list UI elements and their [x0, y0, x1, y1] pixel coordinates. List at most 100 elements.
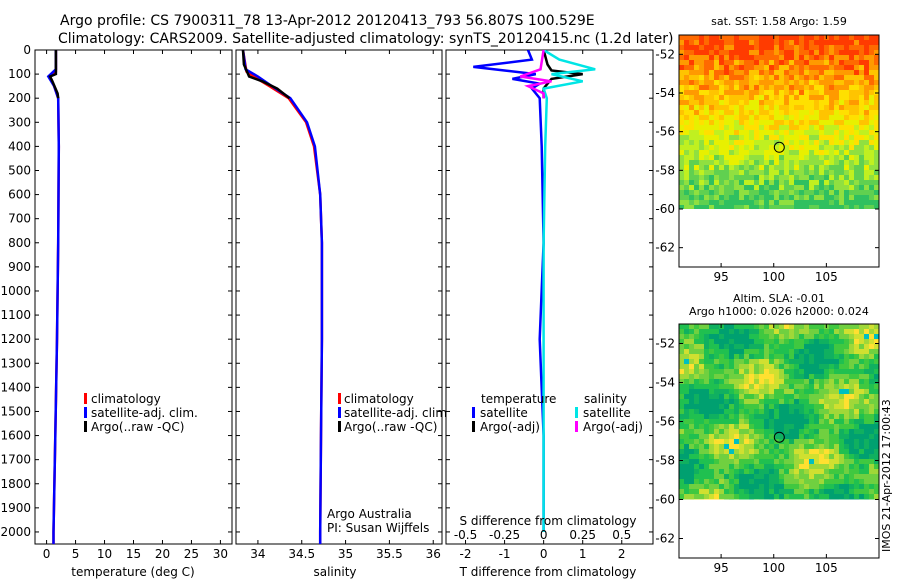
heatmap-cell — [869, 374, 874, 379]
heatmap-cell — [684, 404, 689, 409]
heatmap-cell — [844, 80, 849, 85]
heatmap-cell — [814, 40, 819, 45]
heatmap-cell — [709, 479, 714, 484]
heatmap-cell — [679, 50, 684, 55]
heatmap-cell — [714, 344, 719, 349]
heatmap-cell — [859, 125, 864, 130]
heatmap-cell — [814, 85, 819, 90]
heatmap-cell — [844, 160, 849, 165]
heatmap-cell — [864, 454, 869, 459]
heatmap-cell — [854, 449, 859, 454]
heatmap-cell — [754, 40, 759, 45]
heatmap-cell — [759, 35, 764, 40]
heatmap-cell — [874, 190, 879, 195]
depth-tick-label: 500 — [8, 163, 31, 177]
heatmap-cell — [754, 105, 759, 110]
heatmap-cell — [694, 185, 699, 190]
heatmap-cell — [849, 454, 854, 459]
heatmap-cell — [864, 339, 869, 344]
heatmap-cell — [854, 145, 859, 150]
heatmap-cell — [729, 464, 734, 469]
heatmap-cell — [754, 439, 759, 444]
heatmap-cell — [799, 45, 804, 50]
heatmap-cell — [804, 120, 809, 125]
heatmap-cell — [709, 80, 714, 85]
heatmap-cell — [779, 469, 784, 474]
heatmap-cell — [794, 334, 799, 339]
heatmap-cell — [779, 75, 784, 80]
heatmap-cell — [704, 50, 709, 55]
heatmap-cell — [719, 95, 724, 100]
heatmap-cell — [864, 75, 869, 80]
heatmap-cell — [799, 364, 804, 369]
heatmap-cell — [749, 160, 754, 165]
heatmap-cell — [769, 459, 774, 464]
heatmap-cell — [744, 110, 749, 115]
heatmap-cell — [769, 339, 774, 344]
heatmap-cell — [809, 170, 814, 175]
heatmap-cell — [774, 399, 779, 404]
heatmap-cell — [769, 65, 774, 70]
heatmap-cell — [754, 35, 759, 40]
heatmap-cell — [789, 165, 794, 170]
heatmap-cell — [789, 80, 794, 85]
heatmap-cell — [769, 200, 774, 205]
heatmap-cell — [704, 334, 709, 339]
heatmap-cell — [804, 399, 809, 404]
heatmap-cell — [684, 459, 689, 464]
heatmap-cell — [729, 454, 734, 459]
heatmap-cell — [684, 65, 689, 70]
heatmap-cell — [749, 409, 754, 414]
heatmap-cell — [834, 459, 839, 464]
heatmap-cell — [864, 90, 869, 95]
heatmap-cell — [694, 175, 699, 180]
heatmap-cell — [784, 329, 789, 334]
heatmap-cell — [754, 344, 759, 349]
heatmap-cell — [824, 419, 829, 424]
heatmap-cell — [744, 195, 749, 200]
heatmap-cell — [779, 494, 784, 499]
heatmap-cell — [839, 150, 844, 155]
heatmap-cell — [814, 379, 819, 384]
heatmap-cell — [839, 324, 844, 329]
heatmap-cell — [739, 349, 744, 354]
heatmap-cell — [809, 434, 814, 439]
heatmap-cell — [869, 344, 874, 349]
heatmap-cell — [809, 130, 814, 135]
heatmap-cell — [759, 444, 764, 449]
heatmap-cell — [829, 429, 834, 434]
heatmap-cell — [734, 130, 739, 135]
heatmap-cell — [859, 444, 864, 449]
heatmap-cell — [689, 145, 694, 150]
heatmap-cell — [864, 329, 869, 334]
heatmap-cell — [814, 464, 819, 469]
heatmap-cell — [774, 45, 779, 50]
heatmap-cell — [809, 324, 814, 329]
heatmap-cell — [704, 389, 709, 394]
heatmap-cell — [854, 165, 859, 170]
heatmap-cell — [744, 120, 749, 125]
heatmap-cell — [759, 324, 764, 329]
heatmap-cell — [754, 404, 759, 409]
heatmap-cell — [874, 125, 879, 130]
depth-tick-label: 400 — [8, 139, 31, 153]
heatmap-cell — [754, 419, 759, 424]
heatmap-cell — [854, 429, 859, 434]
heatmap-cell — [854, 329, 859, 334]
heatmap-cell — [774, 334, 779, 339]
heatmap-cell — [814, 100, 819, 105]
heatmap-cell — [799, 175, 804, 180]
heatmap-cell — [739, 185, 744, 190]
heatmap-cell — [719, 354, 724, 359]
heatmap-cell — [774, 364, 779, 369]
heatmap-cell — [829, 110, 834, 115]
heatmap-cell — [779, 414, 784, 419]
heatmap-cell — [764, 90, 769, 95]
heatmap-cell — [849, 474, 854, 479]
heatmap-cell — [834, 40, 839, 45]
heatmap-cell — [769, 389, 774, 394]
heatmap-cell — [824, 125, 829, 130]
salinity-axes-frame — [235, 49, 443, 545]
heatmap-cell — [864, 384, 869, 389]
heatmap-cell — [684, 75, 689, 80]
